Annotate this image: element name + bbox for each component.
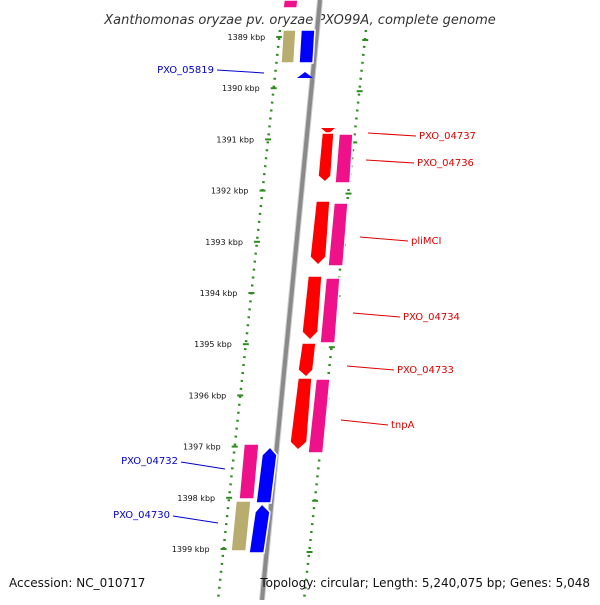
label-plimci[interactable]: pliMCI bbox=[411, 236, 441, 247]
accession-text: Accession: NC_010717 bbox=[9, 576, 145, 590]
gene-pxo-04737[interactable] bbox=[317, 132, 335, 184]
label-pxo-04736[interactable]: PXO_04736 bbox=[417, 158, 474, 169]
gene-tnpa[interactable] bbox=[289, 377, 313, 452]
gene-top-olive[interactable] bbox=[280, 29, 297, 64]
scale-tick-label: 1394 kbp bbox=[200, 289, 238, 298]
map-title: Xanthomonas oryzae pv. oryzae PXO99A, co… bbox=[103, 13, 496, 28]
gene-pxo-04736[interactable] bbox=[334, 133, 354, 184]
gene-top-blue[interactable] bbox=[298, 29, 316, 64]
gene-labels: PXO_05819 PXO_04737 PXO_04736 pliMCI PXO… bbox=[113, 65, 476, 521]
gene-plimci-cds[interactable] bbox=[327, 202, 349, 267]
gene-top-pink[interactable] bbox=[282, 0, 299, 9]
gene-pxo-05819[interactable] bbox=[297, 72, 313, 78]
gene-pxo-04734[interactable] bbox=[301, 275, 323, 342]
gene-pxo-04737-marker[interactable] bbox=[321, 128, 335, 134]
scale-tick-label: 1393 kbp bbox=[205, 238, 243, 247]
gene-pxo-04732-blue[interactable] bbox=[255, 445, 278, 504]
gene-pxo-04732[interactable] bbox=[238, 443, 260, 500]
label-tnpa[interactable]: tnpA bbox=[391, 420, 415, 431]
label-pxo-04737[interactable]: PXO_04737 bbox=[419, 131, 476, 142]
gene-features bbox=[230, 0, 354, 554]
label-leaders bbox=[172, 69, 417, 524]
scale-tick-label: 1399 kbp bbox=[172, 545, 210, 554]
gene-pxo-04730-olive[interactable] bbox=[230, 500, 252, 552]
scale-tick-label: 1396 kbp bbox=[189, 391, 227, 400]
gene-pxo-04734-cds[interactable] bbox=[319, 277, 341, 344]
scale-tick-label: 1390 kbp bbox=[222, 84, 260, 93]
gene-plimci[interactable] bbox=[309, 200, 331, 267]
topology-text: Topology: circular; Length: 5,240,075 bp… bbox=[259, 576, 590, 590]
scale-tick-label: 1395 kbp bbox=[194, 340, 232, 349]
scale-tick-label: 1389 kbp bbox=[228, 33, 266, 42]
gene-pxo-04730-blue[interactable] bbox=[248, 502, 271, 554]
gene-pxo-04733[interactable] bbox=[297, 342, 317, 379]
scale-tick-label: 1392 kbp bbox=[211, 187, 249, 196]
label-pxo-04732[interactable]: PXO_04732 bbox=[121, 456, 178, 467]
label-pxo-05819[interactable]: PXO_05819 bbox=[157, 65, 214, 76]
label-pxo-04734[interactable]: PXO_04734 bbox=[403, 312, 460, 323]
label-pxo-04733[interactable]: PXO_04733 bbox=[397, 365, 454, 376]
scale-tick-label: 1398 kbp bbox=[177, 494, 215, 503]
scale-tick-label: 1397 kbp bbox=[183, 443, 221, 452]
scale-tick-label: 1391 kbp bbox=[216, 135, 254, 144]
label-pxo-04730[interactable]: PXO_04730 bbox=[113, 510, 170, 521]
gene-tnpa-cds[interactable] bbox=[307, 378, 331, 454]
